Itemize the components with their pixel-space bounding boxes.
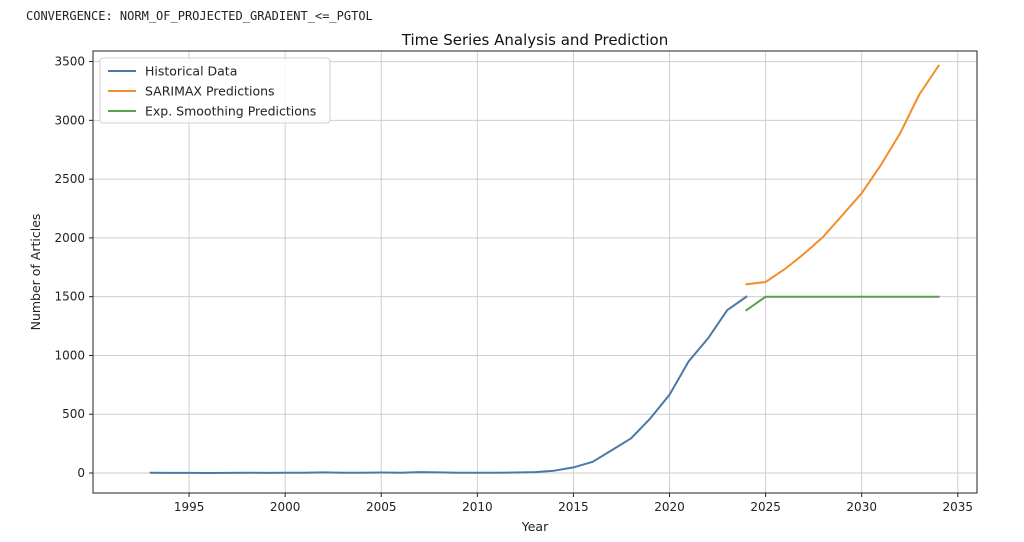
x-tick-label: 2020 [654,500,685,514]
y-tick-label: 0 [77,466,85,480]
x-tick-label: 2035 [943,500,974,514]
x-tick-label: 2000 [270,500,301,514]
y-tick-label: 2500 [54,172,85,186]
x-tick-label: 2005 [366,500,397,514]
legend-label: SARIMAX Predictions [145,84,275,99]
legend-label: Historical Data [145,64,237,79]
y-tick-label: 3500 [54,55,85,69]
y-tick-label: 500 [62,407,85,421]
plot-frame [92,50,978,494]
series-line-3 [745,295,940,312]
chart-title: Time Series Analysis and Prediction [401,31,668,49]
x-tick-label: 2015 [558,500,589,514]
y-tick-label: 2000 [54,231,85,245]
x-axis-title: Year [521,519,549,534]
y-tick-label: 1000 [54,348,85,362]
x-tick-label: 1995 [174,500,205,514]
legend: Historical Data SARIMAX Predictions Exp. S… [99,57,331,124]
series-line-2 [745,64,940,286]
axis-ticks: 1995 2000 2005 2010 2015 2020 2025 2030 2035 0 500… [54,55,973,514]
y-tick-label: 3000 [54,113,85,127]
x-tick-label: 2030 [846,500,877,514]
legend-box [99,57,331,124]
x-tick-label: 2010 [462,500,493,514]
y-tick-label: 1500 [54,290,85,304]
series-layer [149,64,940,474]
legend-label: Exp. Smoothing Predictions [145,104,316,119]
x-tick-label: 2025 [750,500,781,514]
series-line-1 [149,295,748,474]
console-output: CONVERGENCE: NORM_OF_PROJECTED_GRADIENT_… [26,9,373,23]
y-axis-title: Number of Articles [28,214,43,331]
